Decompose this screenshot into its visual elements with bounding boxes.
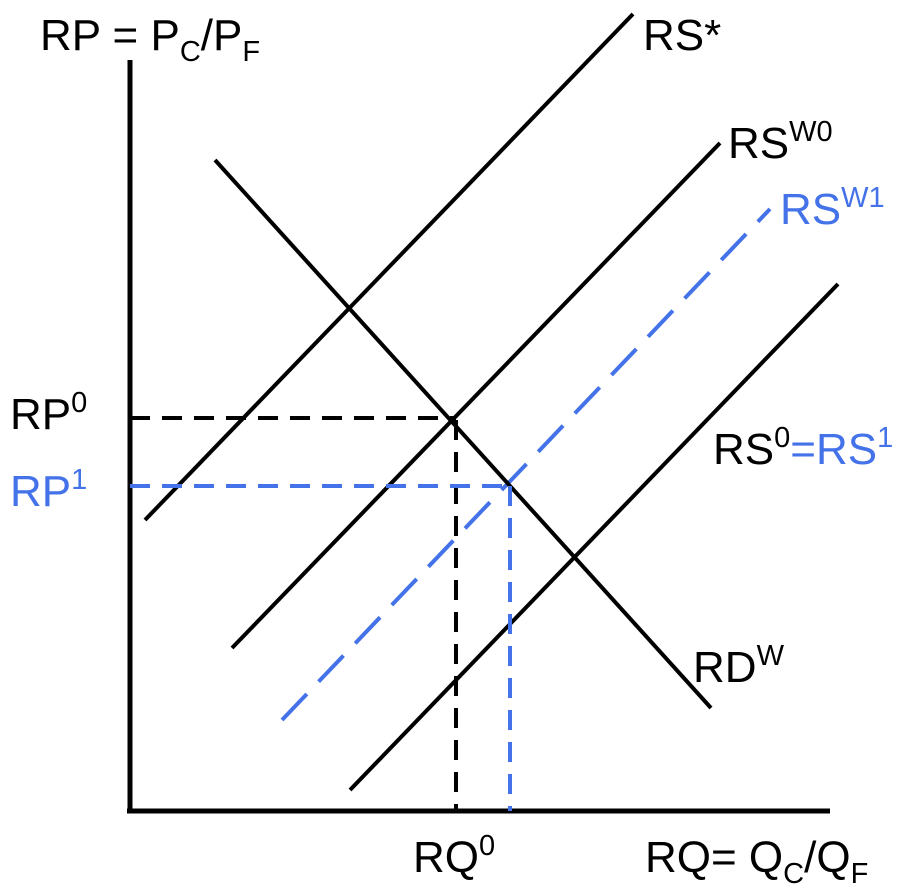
rs0-rs1-label: RS0=RS1 — [713, 422, 894, 474]
rs-w0-label: RSW0 — [728, 116, 833, 168]
rs-w1-curve — [280, 207, 772, 722]
rd-w-label: RDW — [693, 640, 784, 692]
rp1-label: RP1 — [10, 464, 88, 516]
rs0-rs1-curve — [348, 282, 840, 792]
rp0-label: RP0 — [10, 387, 88, 439]
rs-w0-curve — [230, 141, 722, 650]
rs-star-curve — [143, 12, 635, 522]
rs-star-label: RS* — [643, 11, 722, 60]
rq0-label: RQ0 — [413, 830, 496, 882]
rs-w1-label: RSW1 — [780, 182, 885, 234]
y-axis-label: RP = PC/PF — [40, 11, 261, 68]
x-axis-label: RQ= QC/QF — [645, 833, 869, 890]
rd-w-curve — [213, 158, 713, 710]
